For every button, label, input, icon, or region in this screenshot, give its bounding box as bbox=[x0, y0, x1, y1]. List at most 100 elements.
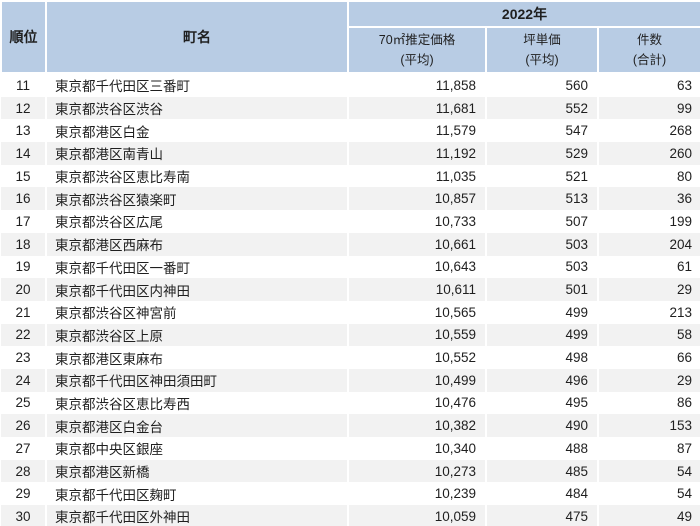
cell-tsubo: 485 bbox=[485, 459, 598, 483]
cell-count: 66 bbox=[597, 346, 700, 369]
cell-town: 東京都千代田区内神田 bbox=[45, 278, 348, 301]
table-row: 26 東京都港区白金台 10,382 490 153 bbox=[1, 414, 700, 437]
header-count: 件数 (合計) bbox=[597, 26, 700, 74]
cell-price: 10,476 bbox=[347, 391, 486, 415]
table-row: 30 東京都千代田区外神田 10,059 475 49 bbox=[1, 505, 700, 526]
cell-rank: 12 bbox=[1, 96, 46, 120]
cell-rank: 27 bbox=[1, 437, 46, 460]
table-row: 17 東京都渋谷区広尾 10,733 507 199 bbox=[1, 210, 700, 233]
cell-rank: 30 bbox=[1, 505, 46, 526]
cell-rank: 13 bbox=[1, 119, 46, 143]
cell-tsubo: 552 bbox=[485, 96, 598, 120]
cell-price: 10,565 bbox=[347, 300, 486, 324]
cell-rank: 11 bbox=[1, 73, 46, 97]
cell-tsubo: 507 bbox=[485, 210, 598, 233]
table-body: 11 東京都千代田区三番町 11,858 560 63 12 東京都渋谷区渋谷 … bbox=[1, 73, 700, 526]
cell-tsubo: 529 bbox=[485, 142, 598, 165]
cell-price: 10,643 bbox=[347, 255, 486, 279]
header-count-line1: 件数 bbox=[636, 33, 662, 47]
cell-rank: 15 bbox=[1, 164, 46, 188]
cell-tsubo: 513 bbox=[485, 187, 598, 211]
header-price-line2: (平均) bbox=[400, 53, 434, 67]
table-row: 12 東京都渋谷区渋谷 11,681 552 99 bbox=[1, 96, 700, 120]
cell-price: 10,239 bbox=[347, 482, 486, 506]
header-year: 2022年 bbox=[347, 0, 700, 28]
header-price: 70㎡推定価格 (平均) bbox=[347, 26, 487, 74]
cell-price: 10,857 bbox=[347, 187, 486, 211]
header-town: 町名 bbox=[45, 0, 349, 74]
table-row: 24 東京都千代田区神田須田町 10,499 496 29 bbox=[1, 368, 700, 392]
cell-rank: 22 bbox=[1, 323, 46, 347]
cell-town: 東京都千代田区麹町 bbox=[45, 482, 348, 506]
cell-count: 204 bbox=[597, 232, 700, 256]
cell-price: 11,192 bbox=[347, 142, 486, 165]
cell-tsubo: 490 bbox=[485, 414, 598, 437]
cell-tsubo: 498 bbox=[485, 346, 598, 369]
table-row: 18 東京都港区西麻布 10,661 503 204 bbox=[1, 232, 700, 256]
cell-town: 東京都渋谷区恵比寿南 bbox=[45, 164, 348, 188]
cell-town: 東京都渋谷区広尾 bbox=[45, 210, 348, 233]
cell-price: 10,611 bbox=[347, 278, 486, 301]
cell-price: 10,661 bbox=[347, 232, 486, 256]
cell-rank: 18 bbox=[1, 232, 46, 256]
cell-tsubo: 503 bbox=[485, 255, 598, 279]
cell-price: 10,059 bbox=[347, 505, 486, 526]
cell-town: 東京都港区南青山 bbox=[45, 142, 348, 165]
cell-town: 東京都千代田区外神田 bbox=[45, 505, 348, 526]
cell-rank: 20 bbox=[1, 278, 46, 301]
cell-price: 10,273 bbox=[347, 459, 486, 483]
cell-rank: 23 bbox=[1, 346, 46, 369]
cell-count: 80 bbox=[597, 164, 700, 188]
cell-tsubo: 547 bbox=[485, 119, 598, 143]
cell-town: 東京都渋谷区恵比寿西 bbox=[45, 391, 348, 415]
table-row: 25 東京都渋谷区恵比寿西 10,476 495 86 bbox=[1, 391, 700, 415]
table-row: 21 東京都渋谷区神宮前 10,565 499 213 bbox=[1, 300, 700, 324]
table-row: 14 東京都港区南青山 11,192 529 260 bbox=[1, 142, 700, 165]
cell-count: 260 bbox=[597, 142, 700, 165]
cell-price: 11,579 bbox=[347, 119, 486, 143]
cell-tsubo: 484 bbox=[485, 482, 598, 506]
cell-price: 11,035 bbox=[347, 164, 486, 188]
cell-town: 東京都港区白金台 bbox=[45, 414, 348, 437]
cell-rank: 29 bbox=[1, 482, 46, 506]
cell-town: 東京都中央区銀座 bbox=[45, 437, 348, 460]
cell-count: 29 bbox=[597, 368, 700, 392]
cell-rank: 17 bbox=[1, 210, 46, 233]
cell-count: 29 bbox=[597, 278, 700, 301]
header-price-line1: 70㎡推定価格 bbox=[378, 33, 456, 47]
cell-count: 54 bbox=[597, 459, 700, 483]
cell-rank: 16 bbox=[1, 187, 46, 211]
header-tsubo: 坪単価 (平均) bbox=[485, 26, 599, 74]
cell-count: 213 bbox=[597, 300, 700, 324]
cell-price: 11,858 bbox=[347, 73, 486, 97]
table-row: 19 東京都千代田区一番町 10,643 503 61 bbox=[1, 255, 700, 279]
table-row: 23 東京都港区東麻布 10,552 498 66 bbox=[1, 346, 700, 369]
cell-town: 東京都千代田区神田須田町 bbox=[45, 368, 348, 392]
cell-count: 36 bbox=[597, 187, 700, 211]
header-tsubo-line1: 坪単価 bbox=[523, 33, 561, 47]
cell-town: 東京都港区白金 bbox=[45, 119, 348, 143]
cell-rank: 25 bbox=[1, 391, 46, 415]
cell-town: 東京都渋谷区猿楽町 bbox=[45, 187, 348, 211]
cell-rank: 24 bbox=[1, 368, 46, 392]
cell-count: 58 bbox=[597, 323, 700, 347]
cell-town: 東京都渋谷区上原 bbox=[45, 323, 348, 347]
cell-tsubo: 495 bbox=[485, 391, 598, 415]
cell-rank: 21 bbox=[1, 300, 46, 324]
cell-tsubo: 496 bbox=[485, 368, 598, 392]
cell-price: 10,499 bbox=[347, 368, 486, 392]
cell-count: 199 bbox=[597, 210, 700, 233]
cell-tsubo: 475 bbox=[485, 505, 598, 526]
cell-tsubo: 501 bbox=[485, 278, 598, 301]
table-row: 29 東京都千代田区麹町 10,239 484 54 bbox=[1, 482, 700, 506]
header-rank: 順位 bbox=[0, 0, 47, 74]
header-tsubo-line2: (平均) bbox=[525, 53, 559, 67]
header-count-line2: (合計) bbox=[632, 53, 667, 67]
table-row: 15 東京都渋谷区恵比寿南 11,035 521 80 bbox=[1, 164, 700, 188]
table-row: 27 東京都中央区銀座 10,340 488 87 bbox=[1, 437, 700, 460]
table-row: 20 東京都千代田区内神田 10,611 501 29 bbox=[1, 278, 700, 301]
table-row: 22 東京都渋谷区上原 10,559 499 58 bbox=[1, 323, 700, 347]
cell-town: 東京都港区東麻布 bbox=[45, 346, 348, 369]
